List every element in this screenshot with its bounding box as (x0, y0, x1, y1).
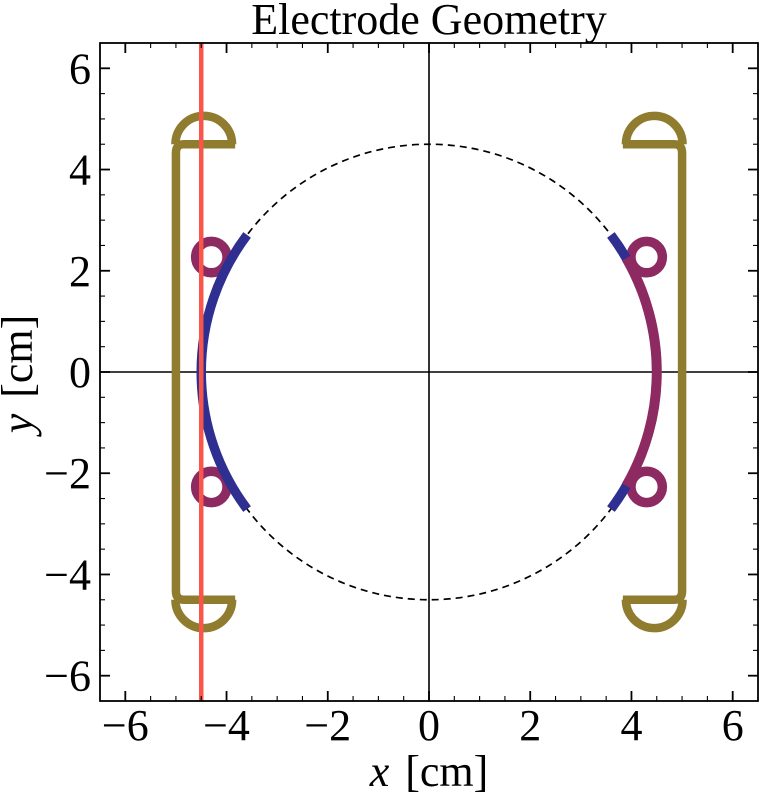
y-tick-label: 6 (69, 44, 91, 93)
x-tick-label: −4 (203, 701, 250, 750)
y-axis-label-unit: [cm] (0, 315, 42, 398)
bracket-dome-cap (171, 599, 237, 633)
y-tick-label: 2 (69, 247, 91, 296)
y-tick-label: 0 (69, 348, 91, 397)
x-axis-label: x [cm] (369, 747, 489, 796)
left-bracket-electrode (171, 139, 236, 605)
y-tick-label: −6 (44, 652, 91, 701)
y-tick-label: −4 (44, 550, 91, 599)
bracket-dome-cap (621, 599, 687, 633)
bracket-dome-cap (171, 111, 237, 145)
right-purple-arc (621, 255, 662, 489)
x-tick-label: 4 (620, 701, 642, 750)
y-axis-label-variable: y (0, 413, 42, 437)
plot-area: −6−6 −4 −4 −2 −2 0 0 2 2 4 4 6 6 (44, 42, 759, 750)
x-axis-label-unit: [cm] (405, 747, 488, 796)
x-tick-label: −6 (102, 701, 149, 750)
bracket-dome-cap (621, 111, 687, 145)
x-tick-label: 6 (722, 701, 744, 750)
y-tick-label: 4 (69, 146, 91, 195)
x-axis-label-variable: x (369, 747, 390, 796)
y-axis-label: y [cm] (0, 315, 42, 438)
y-tick-label: −2 (44, 449, 91, 498)
x-tick-label: 0 (418, 701, 440, 750)
x-tick-label: −2 (304, 701, 351, 750)
plot-title: Electrode Geometry (251, 0, 607, 44)
right-bracket-electrode (622, 139, 687, 605)
x-tick-label: 2 (519, 701, 541, 750)
